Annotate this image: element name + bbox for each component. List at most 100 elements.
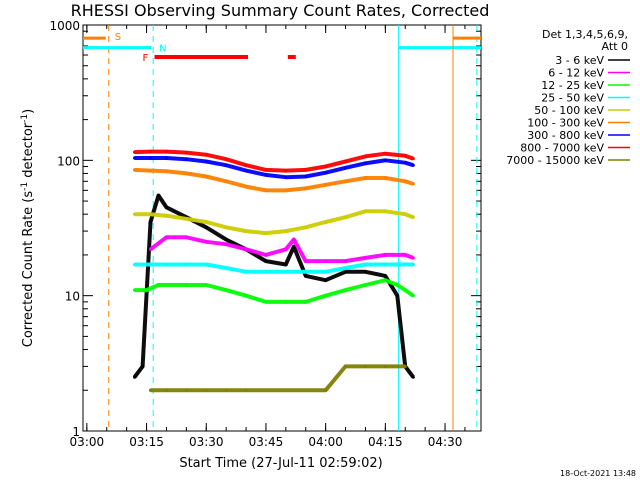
data-point [244,184,248,189]
data-point [343,166,348,170]
data-point [304,259,308,263]
data-point [133,156,137,160]
data-point [244,163,248,167]
data-point [363,364,368,369]
data-point [224,388,228,392]
data-point [133,168,137,172]
data-point [411,256,415,260]
data-point [363,270,368,274]
data-point [244,270,248,274]
y-tick-label: 10 [65,290,80,304]
data-point [343,266,348,270]
data-point [204,388,208,392]
data-point [144,288,149,292]
series-3-6-keV [132,193,415,379]
y-tick-label: 1 [72,425,80,439]
series-800-7000-keV [133,149,415,173]
legend-label: 25 - 50 keV [541,92,604,105]
data-point [284,188,288,192]
data-point [343,259,348,263]
data-point [284,300,288,304]
series-line [134,209,414,236]
data-point [224,179,228,183]
data-point [264,259,268,263]
data-point [324,388,328,392]
data-point [383,253,387,257]
series-25-50-keV [133,262,415,274]
data-point [204,240,208,244]
data-point [264,168,268,172]
data-point [224,163,228,167]
data-point [304,274,308,278]
legend-label: 12 - 25 keV [541,79,604,92]
series-line [134,149,414,173]
data-point [411,262,415,267]
data-point [324,171,328,175]
y-tick-label: 100 [57,154,80,168]
data-point [383,152,387,156]
data-point [363,176,368,180]
data-point [224,288,228,292]
legend-header-line1: Det 1,3,4,5,6,9, [542,28,628,41]
legend-label: 3 - 6 keV [555,54,604,67]
data-point [324,294,328,298]
data-point [395,294,399,298]
x-tick-label: 03:15 [129,435,164,449]
footer-date: 18-Oct-2021 13:48 [560,469,636,478]
data-point [363,161,368,165]
legend-label: 100 - 300 keV [527,117,604,130]
data-point [140,364,145,369]
chart-title: RHESSI Observing Summary Count Rates, Co… [71,1,490,20]
data-point [411,375,415,379]
data-point [184,157,188,161]
data-point [133,375,137,379]
data-point [324,278,328,282]
series-line [134,262,414,274]
data-point [343,288,348,292]
legend-label: 300 - 800 keV [527,129,604,142]
data-point [184,388,188,392]
data-point [148,150,153,154]
data-point [292,237,296,242]
data-point [204,174,208,179]
data-point [133,150,137,154]
data-point [244,229,248,233]
series-50-100-keV [133,209,415,236]
data-point [164,262,169,267]
data-point [264,253,268,257]
series-12-25-keV [133,278,415,304]
data-point [363,256,368,260]
data-point [284,168,288,173]
data-point [343,179,348,183]
data-point [284,262,288,267]
y-tick-label: 1000 [49,19,80,33]
data-point [264,173,268,177]
x-tick-label: 03:45 [249,435,284,449]
data-point [403,253,407,257]
data-point [148,220,153,224]
data-point [148,262,153,267]
data-point [224,225,228,229]
series-100-300-keV [133,167,415,193]
data-point [133,288,137,292]
flag-n-label: N [159,44,166,55]
legend-label: 50 - 100 keV [534,104,604,117]
data-point [284,175,288,179]
state-flags: S NF [83,25,481,431]
data-point [304,186,308,191]
data-point [363,154,368,158]
series-line [134,278,415,304]
data-point [383,158,387,162]
x-tick-label: 03:00 [70,435,105,449]
data-point [343,215,348,219]
legend-header-line2: Att 0 [602,40,628,53]
data-point [324,270,328,274]
data-point [284,270,288,274]
series-300-800-keV [133,156,415,180]
data-point [403,154,407,158]
data-point [284,247,288,251]
data-point [164,150,169,154]
data-point [403,212,407,216]
data-point [184,283,188,287]
data-point [411,156,415,161]
